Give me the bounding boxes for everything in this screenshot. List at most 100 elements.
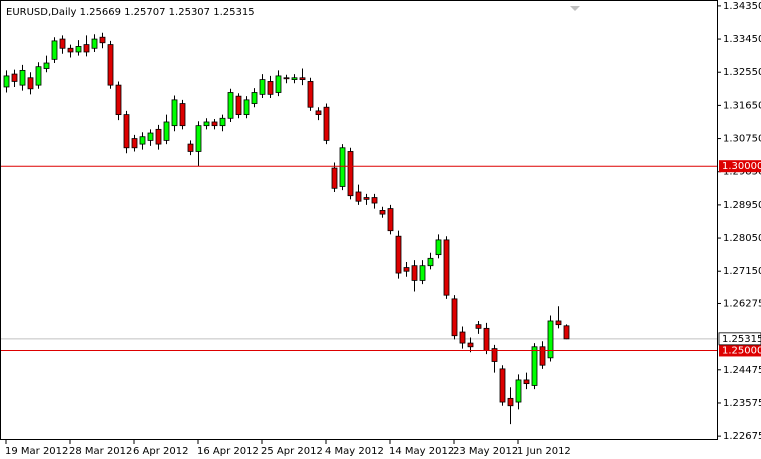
y-tick-label: 1.33450 [723, 34, 761, 45]
level-label: 1.30000 [722, 161, 761, 172]
candle-body [435, 239, 442, 256]
candle-body [11, 73, 18, 82]
candle-body [323, 106, 330, 141]
candle-body [315, 110, 322, 116]
candle-body [427, 257, 434, 267]
y-tick-label: 1.26275 [723, 298, 761, 309]
candle-body [347, 151, 354, 197]
plot-frame [0, 0, 718, 440]
candle-body [163, 121, 170, 141]
candle-body [467, 342, 474, 348]
candle-body [491, 348, 498, 362]
candle-body [147, 132, 154, 141]
candle-body [139, 136, 146, 145]
candle-body [211, 121, 218, 127]
candle-body [19, 69, 26, 86]
candle-body [475, 324, 482, 329]
candle-body [179, 103, 186, 127]
candle-body [187, 143, 194, 152]
candle-body [355, 191, 362, 202]
candle-body [99, 36, 106, 44]
y-tick-label: 1.34350 [723, 1, 761, 12]
candle-body [131, 138, 138, 149]
candle-body [203, 121, 210, 127]
candle-body [227, 92, 234, 119]
candle-body [243, 99, 250, 116]
level-label-box [719, 344, 761, 357]
candle-body [251, 92, 258, 104]
y-tick-label: 1.28050 [723, 233, 761, 244]
y-tick-label: 1.31650 [723, 100, 761, 111]
candle-body [563, 325, 570, 340]
candle-body [171, 99, 178, 127]
candle-body [219, 117, 226, 127]
y-tick-label: 1.22675 [723, 431, 761, 442]
candle-body [115, 84, 122, 116]
y-tick-label: 1.24475 [723, 365, 761, 376]
candle-body [539, 346, 546, 366]
last-price-label: 1.25315 [722, 334, 761, 345]
candle-body [523, 379, 530, 385]
y-tick-label: 1.28950 [723, 200, 761, 211]
candle-body [283, 77, 290, 80]
x-tick-label: 28 Mar 2012 [69, 446, 132, 457]
x-tick-label: 6 Apr 2012 [133, 446, 188, 457]
candle-body [307, 81, 314, 108]
candle-body [259, 79, 266, 95]
x-tick-label: 14 May 2012 [389, 446, 454, 457]
candle-body [235, 95, 242, 116]
candle-body [291, 77, 298, 80]
candle-body [371, 197, 378, 204]
candle-body [75, 46, 82, 53]
candle-body [451, 298, 458, 337]
candle-body [555, 320, 562, 326]
y-tick-label: 1.27150 [723, 266, 761, 277]
candle-body [59, 38, 66, 49]
candle-body [419, 265, 426, 281]
candle-body [459, 331, 466, 344]
candle-body [363, 197, 370, 200]
candle-body [27, 77, 34, 90]
candle-body [299, 77, 306, 80]
candle-body [499, 368, 506, 403]
level-label-box [719, 160, 761, 173]
candle-body [395, 235, 402, 274]
candle-body [515, 379, 522, 403]
y-tick-label: 1.30750 [723, 134, 761, 145]
shift-marker [570, 6, 580, 11]
candle-body [275, 75, 282, 93]
last-price-box [718, 332, 761, 346]
candle-body [91, 38, 98, 49]
candle-body [531, 346, 538, 386]
candle-body [3, 75, 10, 88]
candle-body [35, 66, 42, 86]
y-tick-label: 1.32550 [723, 67, 761, 78]
candle-body [547, 320, 554, 359]
candle-body [107, 44, 114, 86]
x-tick-label: 25 Apr 2012 [261, 446, 323, 457]
candle-body [507, 397, 514, 407]
candle-body [443, 239, 450, 296]
candle-body [339, 147, 346, 187]
x-tick-label: 1 Jun 2012 [517, 446, 571, 457]
candle-body [331, 167, 338, 189]
candle-body [155, 128, 162, 145]
candle-body [43, 62, 50, 69]
candle-body [123, 114, 130, 149]
candle-body [411, 265, 418, 281]
x-tick-label: 16 Apr 2012 [197, 446, 259, 457]
candle-body [195, 125, 202, 152]
level-label: 1.25000 [722, 345, 761, 356]
x-tick-label: 4 May 2012 [325, 446, 384, 457]
chart-title: EURUSD,Daily 1.25669 1.25707 1.25307 1.2… [6, 7, 255, 18]
candle-body [387, 208, 394, 232]
candle-body [67, 47, 74, 53]
y-tick-label: 1.23575 [723, 398, 761, 409]
candle-body [51, 40, 58, 60]
candle-body [483, 327, 490, 351]
x-tick-label: 23 May 2012 [453, 446, 518, 457]
x-tick-label: 19 Mar 2012 [5, 446, 68, 457]
candle-body [83, 44, 90, 53]
